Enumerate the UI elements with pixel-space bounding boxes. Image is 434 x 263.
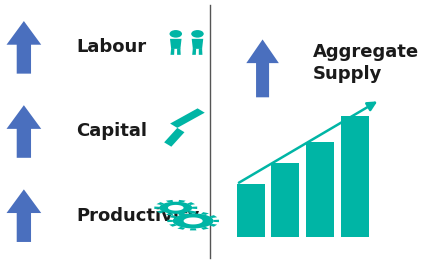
Polygon shape xyxy=(178,227,185,230)
FancyArrow shape xyxy=(247,39,279,97)
Polygon shape xyxy=(170,108,205,128)
Text: Labour: Labour xyxy=(76,38,146,56)
Circle shape xyxy=(170,30,182,38)
Text: Aggregate
Supply: Aggregate Supply xyxy=(312,43,419,83)
FancyArrow shape xyxy=(7,105,41,158)
Polygon shape xyxy=(214,220,219,222)
Polygon shape xyxy=(201,212,209,215)
Polygon shape xyxy=(209,224,217,227)
Polygon shape xyxy=(192,39,203,49)
Polygon shape xyxy=(178,212,185,215)
Polygon shape xyxy=(187,202,195,205)
Text: Capital: Capital xyxy=(76,123,147,140)
Text: Productivity: Productivity xyxy=(76,207,199,225)
Polygon shape xyxy=(170,39,181,49)
FancyBboxPatch shape xyxy=(237,184,265,237)
Polygon shape xyxy=(164,128,184,147)
Polygon shape xyxy=(177,48,181,55)
Polygon shape xyxy=(166,200,173,202)
Polygon shape xyxy=(184,218,203,224)
Polygon shape xyxy=(159,202,192,214)
Polygon shape xyxy=(187,210,195,213)
Polygon shape xyxy=(169,215,177,218)
Polygon shape xyxy=(168,205,184,211)
Polygon shape xyxy=(178,200,186,202)
FancyArrow shape xyxy=(7,21,41,74)
Polygon shape xyxy=(156,210,164,213)
Polygon shape xyxy=(156,202,164,205)
FancyBboxPatch shape xyxy=(306,142,334,237)
Polygon shape xyxy=(173,214,214,228)
Polygon shape xyxy=(167,220,173,222)
Polygon shape xyxy=(155,206,159,209)
Polygon shape xyxy=(178,213,186,216)
FancyArrow shape xyxy=(7,189,41,242)
Polygon shape xyxy=(169,224,177,227)
Polygon shape xyxy=(209,215,217,218)
Polygon shape xyxy=(190,228,197,230)
FancyBboxPatch shape xyxy=(271,163,299,237)
Circle shape xyxy=(191,30,204,38)
Polygon shape xyxy=(201,227,209,230)
Polygon shape xyxy=(171,48,174,55)
Polygon shape xyxy=(190,211,197,214)
Polygon shape xyxy=(192,206,197,209)
Polygon shape xyxy=(199,48,202,55)
Polygon shape xyxy=(166,213,173,216)
Polygon shape xyxy=(192,48,196,55)
FancyBboxPatch shape xyxy=(341,116,369,237)
